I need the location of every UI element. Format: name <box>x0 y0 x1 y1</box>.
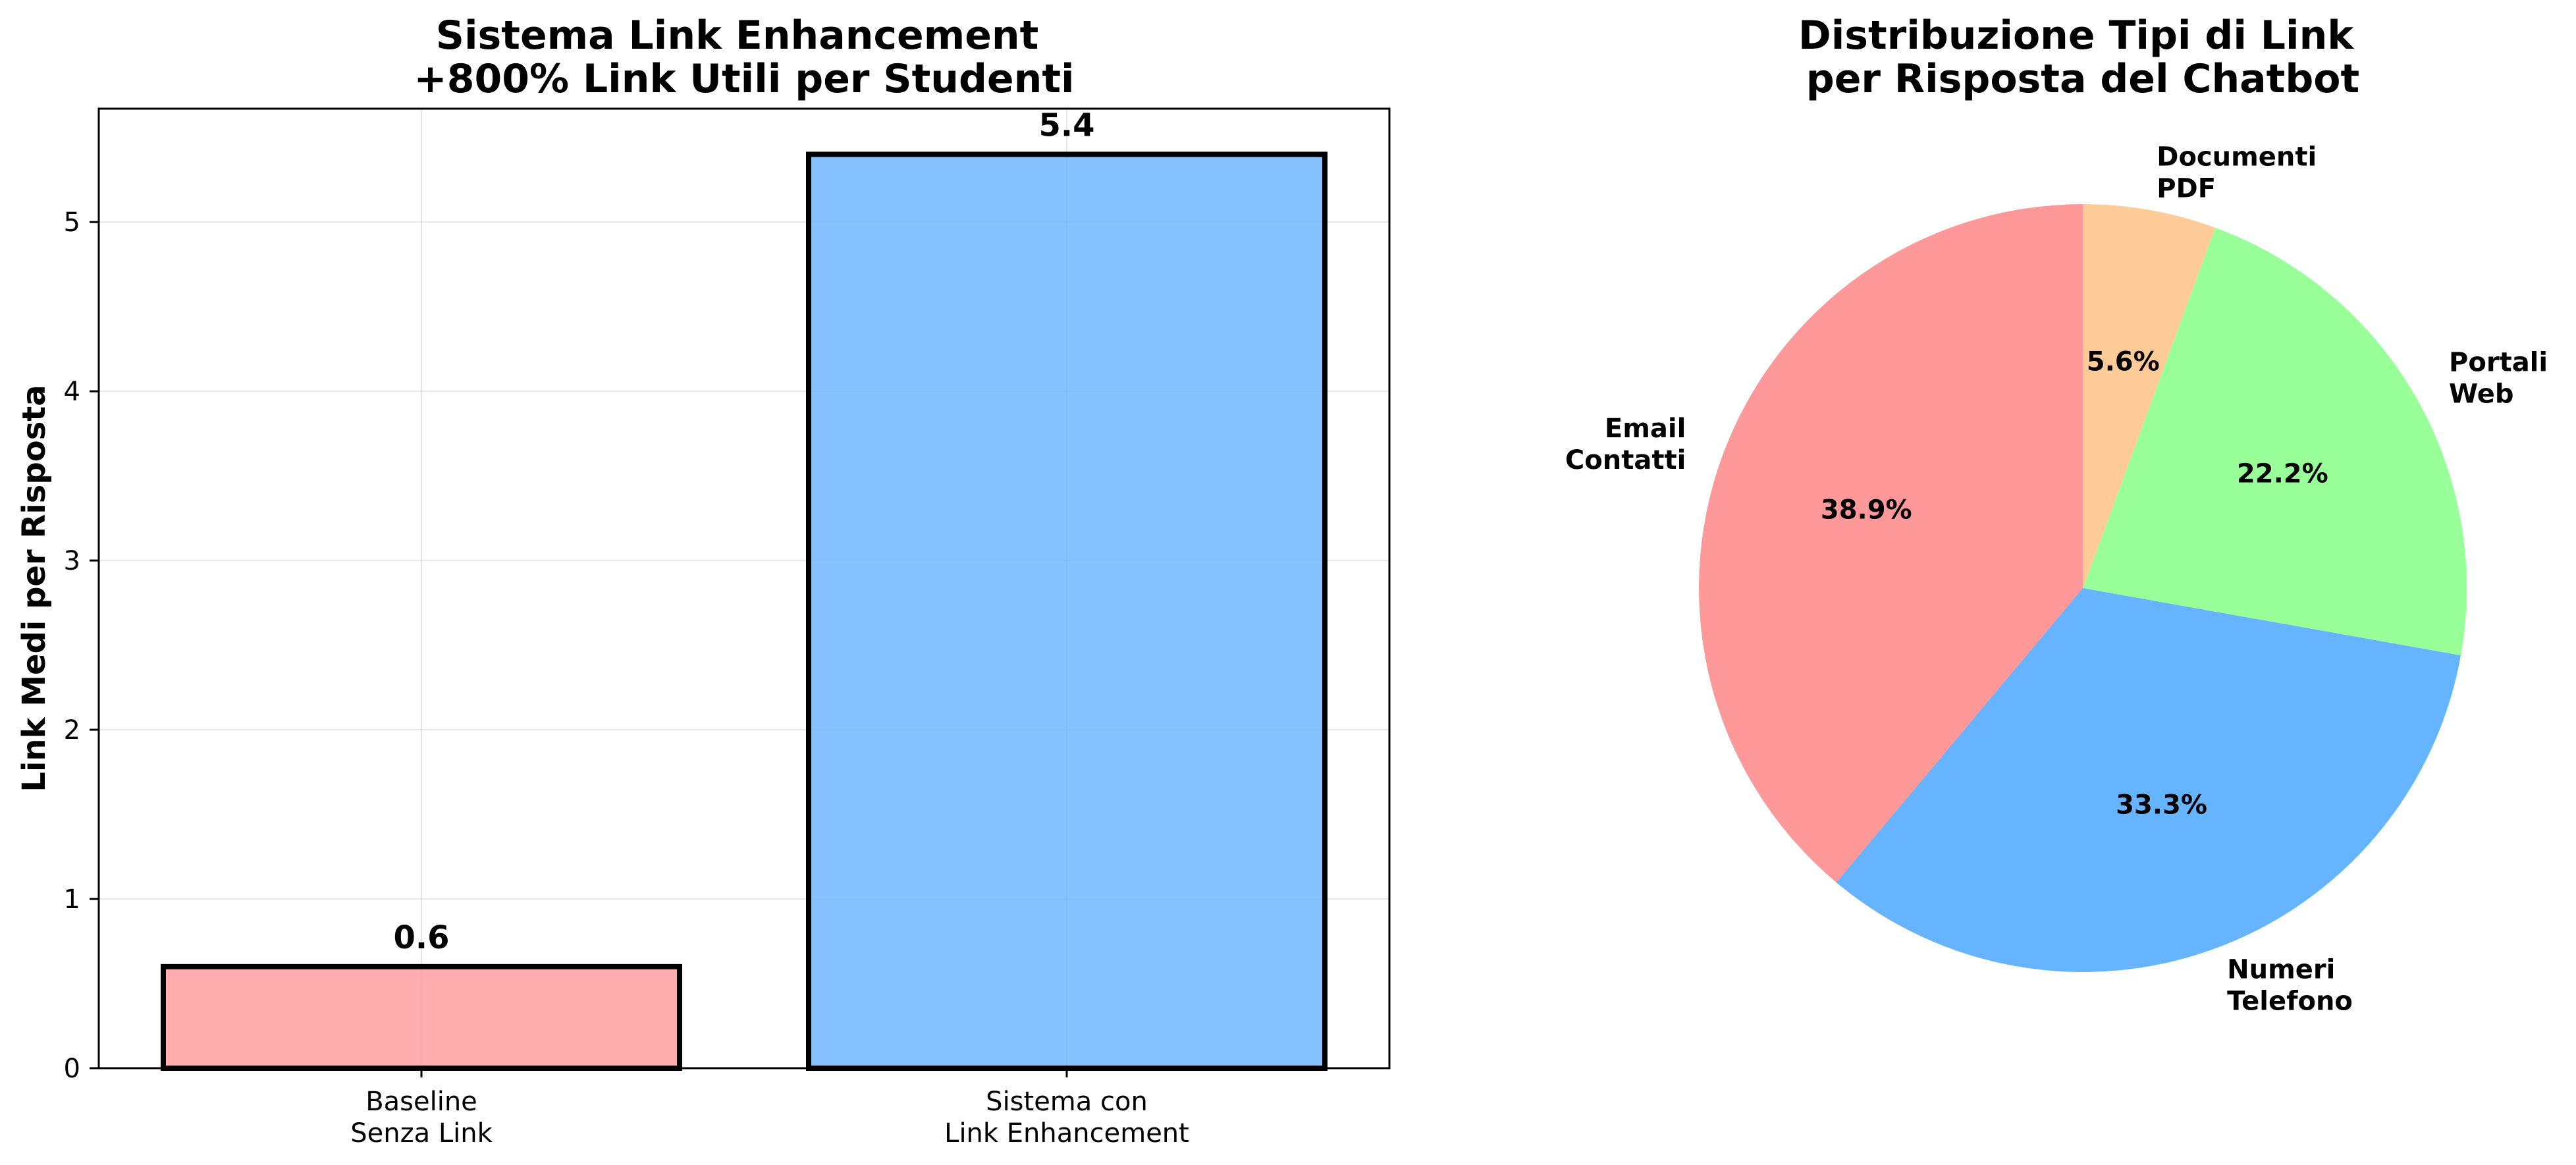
bar <box>806 151 1328 1071</box>
y-axis-label: Link Medi per Risposta <box>16 385 53 792</box>
x-tick-label: Sistema con Link Enhancement <box>944 1087 1189 1149</box>
pie-slice <box>2083 204 2215 588</box>
pie-slice <box>2083 227 2467 656</box>
y-tick-label: 3 <box>64 546 80 576</box>
pie-pct-label: 33.3% <box>2116 790 2207 821</box>
pie-chart-title: Distribuzione Tipi di Link per Risposta … <box>1798 13 2367 102</box>
pie-title-line-1: Distribuzione Tipi di Link <box>1798 13 2355 59</box>
bar-grid <box>99 109 1389 1069</box>
bar-plot-frame <box>97 107 1391 1070</box>
pie-pct-label: 38.9% <box>1821 495 1912 525</box>
pie-pct-label: 22.2% <box>2237 459 2328 489</box>
pie-pct-label: 5.6% <box>2087 347 2160 377</box>
pie-category-label: Portali Web <box>2449 348 2548 410</box>
y-tick-label: 5 <box>64 207 80 238</box>
pie-title-line-2: per Risposta del Chatbot <box>1806 56 2359 102</box>
pie-slice <box>1698 204 2083 882</box>
pie-chart: 38.9% Email Contatti 33.3% Numeri Telefono 22.… <box>1565 13 2548 1017</box>
bar-chart-title: Sistema Link Enhancement +800% Link Util… <box>414 13 1074 102</box>
pie-labels: 38.9% Email Contatti 33.3% Numeri Telefono 22.… <box>1565 142 2548 1017</box>
x-tick-label: Baseline Senza Link <box>350 1087 493 1149</box>
bar-bars: 0.6 5.4 <box>161 107 1328 1071</box>
bar-value-label: 5.4 <box>1038 107 1094 144</box>
bar-title-line-1: Sistema Link Enhancement <box>436 13 1039 59</box>
y-tick-label: 1 <box>64 884 80 915</box>
pie-category-label: Documenti PDF <box>2157 142 2317 204</box>
pie-slice <box>1836 588 2461 972</box>
y-tick-label: 2 <box>64 715 80 745</box>
y-tick-label: 0 <box>64 1054 80 1084</box>
pie-slices <box>1698 204 2467 972</box>
pie-category-label: Numeri Telefono <box>2227 955 2353 1017</box>
y-tick-label: 4 <box>64 377 80 407</box>
bar-chart: 0.6 5.4 0 1 2 3 4 5 Baseline Senza Link Sistema c… <box>16 13 1391 1149</box>
pie-category-label: Email Contatti <box>1565 414 1686 475</box>
bar-title-line-2: +800% Link Utili per Studenti <box>414 56 1074 102</box>
bar-ticks: 0 1 2 3 4 5 Baseline Senza Link Sistema con Link … <box>64 207 1189 1149</box>
bar <box>161 963 682 1071</box>
bar-value-label: 0.6 <box>393 919 449 956</box>
